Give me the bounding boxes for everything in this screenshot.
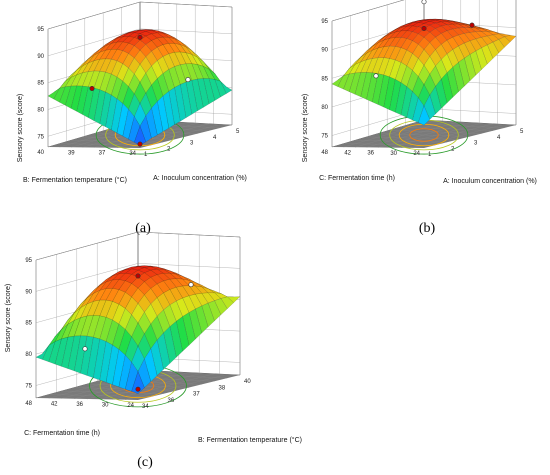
x-tick-label-a: 3 — [190, 141, 194, 147]
x-axis-label-a: A: Inoculum concentration (%) — [153, 175, 247, 182]
surface-plot-b: 75 80 85 90 95 1 2 3 4 5 24 30 36 42 48 Sensory score … — [302, 0, 537, 236]
z-axis-label-a: Sensory score (score) — [17, 94, 24, 162]
floor-gridline-b — [389, 129, 482, 134]
y-tick-label-c: 30 — [102, 403, 109, 409]
surface-patch-a — [134, 125, 146, 146]
edge-design-point-b — [469, 22, 475, 28]
edge-design-point-b — [373, 73, 379, 79]
high-design-point-b — [421, 0, 427, 5]
low-design-point-a — [137, 141, 143, 147]
floor-gridline-b — [366, 121, 459, 148]
y-tick-label-b: 42 — [344, 150, 351, 156]
z-tick-label-c: 80 — [25, 352, 32, 358]
z-tick-label-b: 90 — [321, 48, 328, 54]
z-gridline-c — [35, 263, 241, 292]
z-tick-label-c: 90 — [25, 289, 32, 295]
response-surface-c — [35, 265, 241, 394]
y-axis-label-b: C: Fermentation time (h) — [319, 175, 395, 182]
floor-contour-b — [409, 128, 439, 142]
z-gridline-a — [47, 1, 233, 30]
x-tick-label-c: 38 — [219, 385, 226, 391]
y-tick-label-a: 34 — [129, 151, 136, 157]
z-axis-label-b: Sensory score (score) — [302, 94, 309, 162]
floor-gridline-b — [354, 121, 448, 148]
y-tick-label-c: 36 — [76, 402, 83, 408]
z-tick-label-a: 80 — [37, 107, 44, 113]
z-gridline-b — [331, 0, 405, 22]
response-surface-b — [331, 18, 517, 126]
y-tick-label-a: 40 — [37, 150, 44, 156]
x-tick-label-b: 4 — [497, 135, 501, 141]
z-tick-label-b: 75 — [321, 134, 328, 140]
panel-label-c: (c) — [137, 455, 153, 470]
x-tick-label-c: 34 — [142, 404, 149, 410]
edge-design-point-c — [82, 346, 88, 352]
edge-design-point-a — [89, 86, 95, 92]
center-design-point-a — [137, 34, 143, 40]
y-tick-label-b: 36 — [367, 151, 374, 157]
z-tick-label-b: 85 — [321, 76, 328, 82]
floor-plane-b — [332, 120, 516, 148]
z-tick-label-b: 80 — [321, 105, 328, 111]
z-tick-label-c: 75 — [25, 383, 32, 389]
x-tick-label-a: 2 — [167, 146, 171, 152]
z-tick-label-a: 75 — [37, 134, 44, 140]
panel-label-a: (a) — [135, 221, 151, 236]
panel-label-b: (b) — [419, 221, 436, 236]
x-tick-label-b: 2 — [451, 146, 455, 152]
y-tick-label-b: 24 — [413, 151, 420, 157]
x-tick-label-c: 37 — [193, 392, 200, 398]
y-tick-label-c: 48 — [25, 401, 32, 407]
z-tick-label-a: 95 — [37, 27, 44, 33]
center-design-point-c — [135, 273, 141, 279]
y-tick-label-b: 48 — [321, 150, 328, 156]
z-tick-label-c: 85 — [25, 321, 32, 327]
z-tick-label-b: 95 — [321, 19, 328, 25]
y-tick-label-c: 42 — [51, 402, 58, 408]
edge-design-point-a — [185, 77, 191, 83]
z-gridline-c — [35, 231, 241, 261]
surface-patch-c — [131, 371, 145, 394]
low-design-point-c — [135, 386, 141, 392]
z-tick-label-c: 95 — [25, 258, 32, 264]
x-tick-label-b: 1 — [428, 152, 432, 158]
x-axis-label-c: B: Fermentation temperature (°C) — [198, 436, 302, 444]
x-tick-label-a: 1 — [144, 152, 148, 158]
y-tick-label-b: 30 — [390, 151, 397, 157]
x-tick-label-c: 40 — [244, 379, 251, 385]
y-axis-label-a: B: Fermentation temperature (°C) — [23, 176, 127, 184]
floor-gridline-b — [377, 122, 471, 148]
x-tick-label-a: 5 — [236, 129, 240, 135]
x-tick-label-c: 36 — [168, 398, 175, 404]
z-gridline-a — [47, 28, 233, 56]
surface-plot-c: 75 80 85 90 95 34 36 37 38 40 24 30 36 42 48 Sensory s… — [5, 231, 302, 470]
x-tick-label-b: 5 — [520, 129, 524, 135]
z-tick-label-a: 85 — [37, 81, 44, 87]
edge-design-point-c — [188, 282, 194, 288]
x-tick-label-a: 4 — [213, 135, 217, 141]
surface-patch-b — [418, 105, 430, 126]
y-tick-label-a: 39 — [68, 150, 75, 156]
response-surface-a — [47, 29, 233, 146]
x-axis-label-b: A: Inoculum concentration (%) — [443, 178, 537, 185]
y-axis-label-c: C: Fermentation time (h) — [24, 430, 100, 437]
y-tick-label-a: 37 — [99, 151, 106, 157]
z-axis-label-c: Sensory score (score) — [5, 284, 12, 352]
floor-gridline-b — [400, 126, 494, 131]
center-design-point-b — [421, 25, 427, 31]
y-tick-label-c: 24 — [127, 403, 134, 409]
x-tick-label-b: 3 — [474, 141, 478, 147]
z-tick-label-a: 90 — [37, 54, 44, 60]
